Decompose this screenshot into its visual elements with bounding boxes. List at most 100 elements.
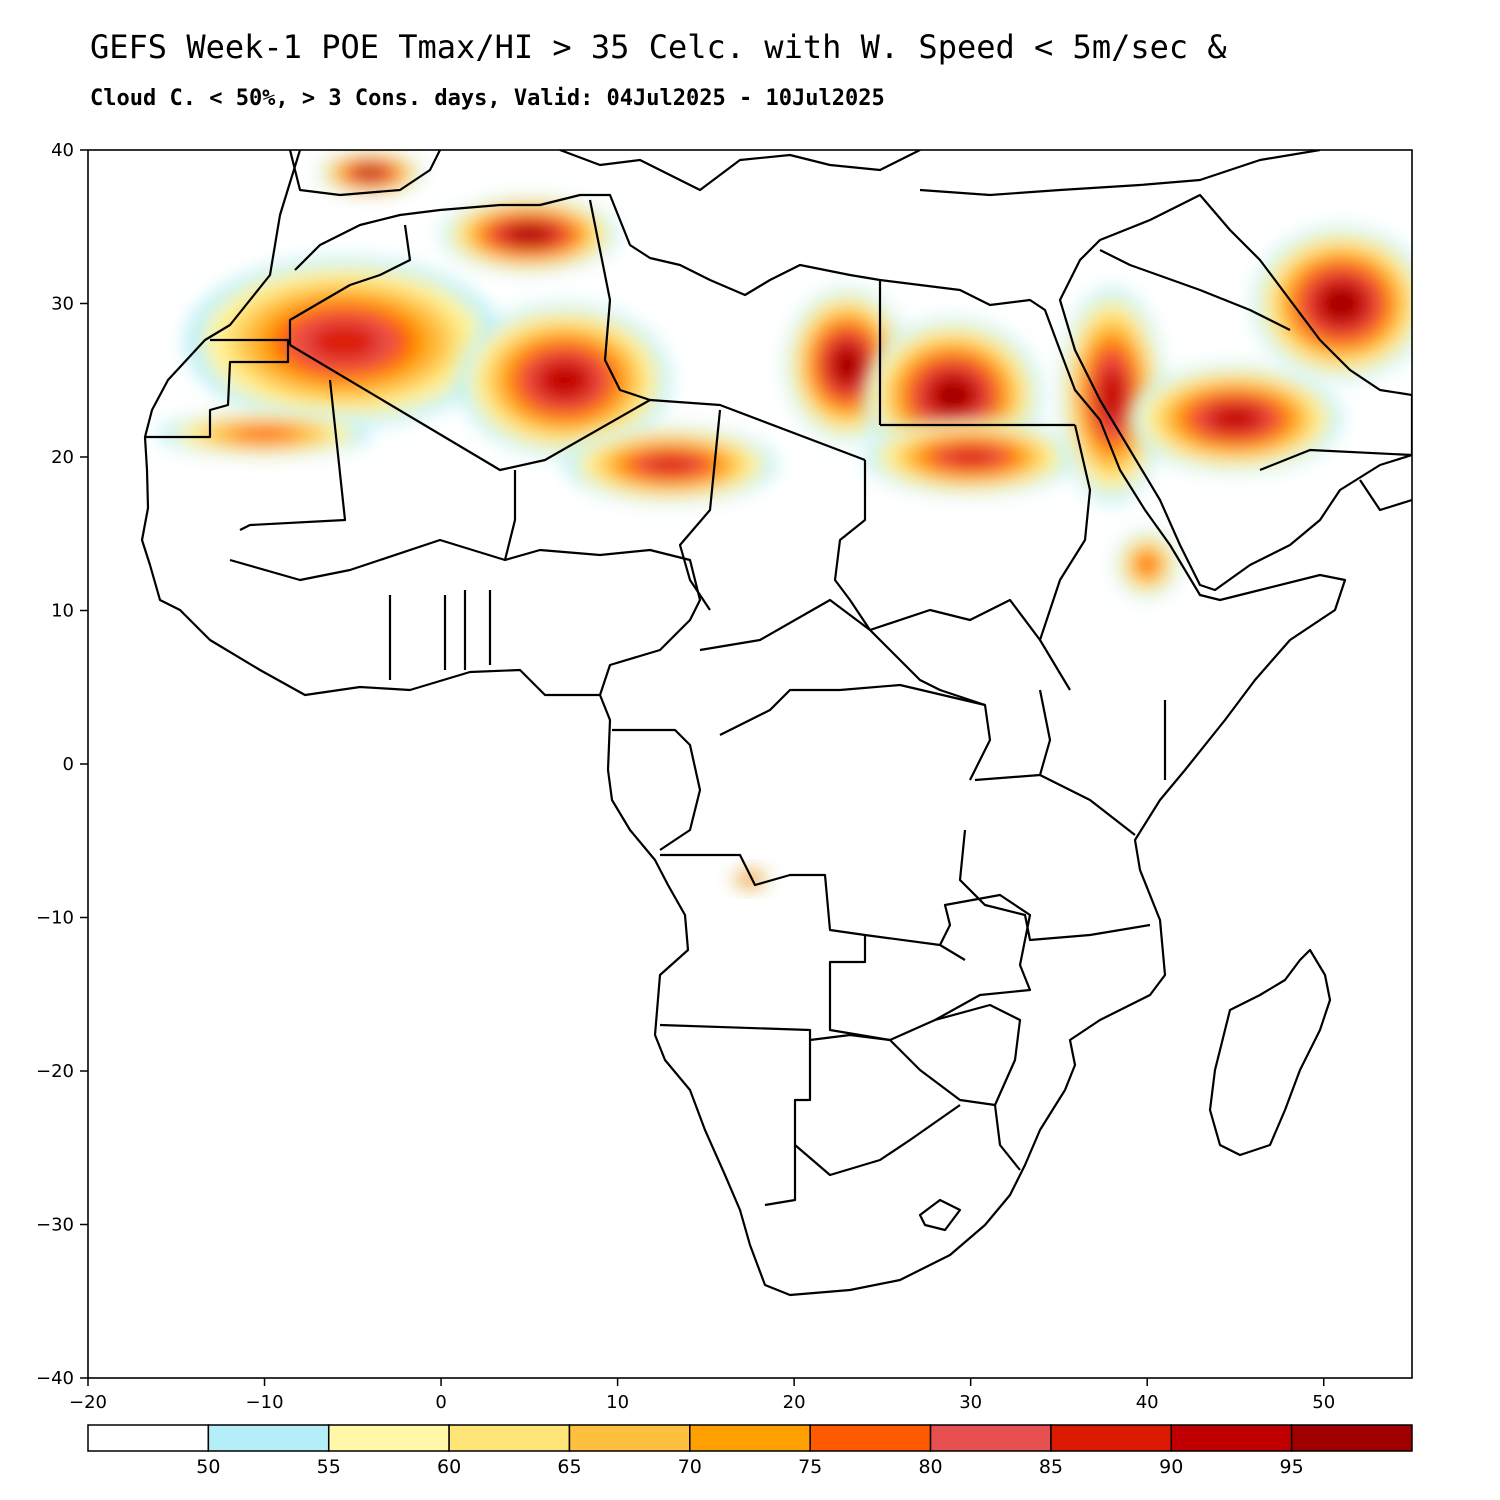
colorbar-swatch xyxy=(809,1424,932,1452)
colorbar-swatch xyxy=(1170,1424,1293,1452)
y-tick-label: 20 xyxy=(51,447,74,468)
border-tanzania xyxy=(958,773,1151,942)
border-nigeria xyxy=(504,548,702,696)
colorbar-label: 75 xyxy=(798,1456,822,1478)
colorbar-swatch xyxy=(87,1424,210,1452)
border-zambia-mozambique xyxy=(889,893,1032,1042)
turkey-coastline xyxy=(919,150,1321,197)
border-mauritania-mali xyxy=(239,379,347,531)
region-mauritania xyxy=(158,410,371,457)
colorbar-swatch xyxy=(1290,1424,1413,1452)
madagascar-coastline xyxy=(1208,948,1332,1157)
border-angola-drc xyxy=(660,853,966,961)
border-angola-zambia xyxy=(828,935,891,1042)
border-gabon-congo xyxy=(612,728,702,851)
border-morocco-algeria xyxy=(288,224,412,345)
region-arabia-band-9 xyxy=(1214,407,1257,430)
country-borders-layer xyxy=(140,150,1412,1297)
region-algeria-north-band-10 xyxy=(513,227,546,242)
border-westafrica-2 xyxy=(388,590,492,680)
region-sudan-north xyxy=(864,418,1077,496)
region-libya-east-band-10 xyxy=(835,350,859,379)
colorbar-label: 60 xyxy=(437,1456,461,1478)
region-sudan-north-band-8 xyxy=(947,448,995,466)
x-tick-label: 0 xyxy=(435,1392,446,1413)
border-kenya xyxy=(1038,689,1167,836)
colorbar-label: 90 xyxy=(1159,1456,1183,1478)
y-tick-label: 0 xyxy=(63,754,74,775)
colorbar-swatch xyxy=(568,1424,691,1452)
region-eritrea-band-6 xyxy=(1138,554,1157,575)
region-spain-band-10 xyxy=(360,168,381,178)
chart-subtitle: Cloud C. < 50%, > 3 Cons. days, Valid: 0… xyxy=(90,86,885,111)
y-tick-label: −20 xyxy=(36,1061,74,1082)
y-tick-label: −40 xyxy=(36,1368,74,1389)
border-niger-chad xyxy=(678,409,722,611)
colorbar-swatch xyxy=(1050,1424,1173,1452)
arabia-coastline xyxy=(1058,193,1412,592)
border-libya-chad xyxy=(649,398,866,462)
x-tick-label: 50 xyxy=(1312,1392,1335,1413)
colorbar-swatch xyxy=(207,1424,330,1452)
region-niger-chad-band-8 xyxy=(647,456,695,474)
region-angola-drc xyxy=(728,866,772,892)
y-tick-label: 10 xyxy=(51,601,74,622)
colorbar-swatch xyxy=(689,1424,811,1452)
region-iran-iraq-band-10 xyxy=(1325,289,1358,318)
colorbar-label: 55 xyxy=(317,1456,341,1478)
colorbar-label: 80 xyxy=(918,1456,942,1478)
region-niger-chad xyxy=(564,426,777,504)
y-tick-label: 40 xyxy=(51,140,74,161)
x-tick-label: −20 xyxy=(69,1392,107,1413)
probability-field-layer xyxy=(158,150,1412,892)
italy-greece-coastline xyxy=(559,150,921,192)
y-tick-label: −30 xyxy=(36,1215,74,1236)
y-tick-label: 30 xyxy=(51,294,74,315)
x-axis: −20 −10 0 10 20 30 40 50 xyxy=(69,1378,1335,1413)
colorbar-swatch xyxy=(327,1424,450,1452)
region-iran-iraq xyxy=(1253,226,1412,381)
x-tick-label: 20 xyxy=(783,1392,806,1413)
region-red-sea-coast-band-9 xyxy=(1101,374,1123,418)
region-red-sea-coast xyxy=(1058,288,1165,504)
border-namibia xyxy=(659,1023,812,1207)
region-mauritania-band-6 xyxy=(234,427,295,441)
chart-title: GEFS Week-1 POE Tmax/HI > 35 Celc. with … xyxy=(90,28,1227,66)
x-tick-label: 30 xyxy=(959,1392,982,1413)
iberia-coastline xyxy=(288,150,441,197)
region-sahara-central xyxy=(458,303,671,457)
border-mali-algeria xyxy=(289,344,651,472)
region-sahara-west xyxy=(185,257,503,427)
region-arabia xyxy=(1129,364,1342,473)
border-drc-north xyxy=(719,683,992,781)
border-algeria-libya xyxy=(588,199,651,402)
x-tick-label: 40 xyxy=(1136,1392,1159,1413)
x-tick-label: 10 xyxy=(606,1392,629,1413)
colorbar: 50 55 60 65 70 75 80 85 90 95 xyxy=(87,1424,1413,1478)
border-arabia-interior xyxy=(1099,249,1412,512)
border-zimbabwe-mozambique xyxy=(934,1003,1022,1171)
colorbar-label: 85 xyxy=(1039,1456,1063,1478)
colorbar-swatch xyxy=(448,1424,571,1452)
colorbar-swatch xyxy=(929,1424,1052,1452)
y-tick-label: −10 xyxy=(36,908,74,929)
region-algeria-north xyxy=(441,196,618,273)
colorbar-label: 50 xyxy=(196,1456,220,1478)
colorbar-label: 95 xyxy=(1280,1456,1304,1478)
region-sahara-central-band-9 xyxy=(543,364,586,396)
x-tick-label: −10 xyxy=(246,1392,284,1413)
africa-coastline xyxy=(140,150,1347,1297)
border-south-sudan xyxy=(869,598,1041,641)
y-axis: 40 30 20 10 0 −10 −20 −30 −40 xyxy=(36,140,88,1389)
border-botswana xyxy=(794,1033,996,1177)
border-westafrica-1 xyxy=(229,470,517,582)
colorbar-label: 65 xyxy=(557,1456,581,1478)
region-sahara-west-band-8 xyxy=(308,323,380,361)
region-spain xyxy=(317,150,424,197)
border-chad-sudan xyxy=(833,460,871,631)
colorbar-label: 70 xyxy=(678,1456,702,1478)
region-egypt-band-10 xyxy=(936,381,970,410)
region-eritrea xyxy=(1115,530,1179,599)
border-lesotho xyxy=(918,1198,962,1232)
